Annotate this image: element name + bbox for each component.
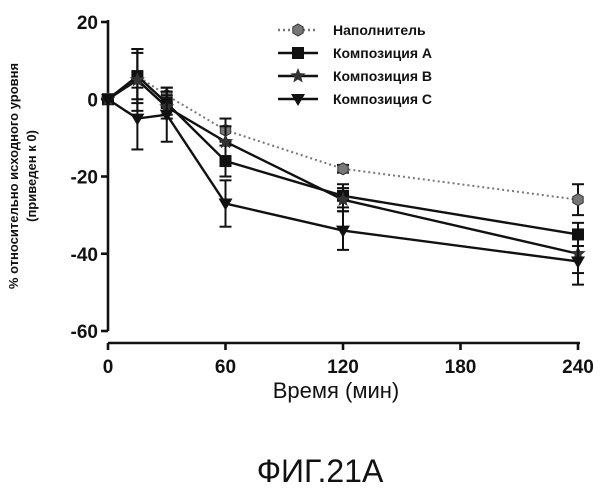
x-tick-label: 60: [215, 357, 236, 378]
x-tick-label: 120: [327, 357, 359, 378]
y-axis-label-line: (приведен к 0): [24, 130, 39, 222]
legend-item: Композиция C: [278, 91, 432, 107]
data-point: [571, 256, 585, 268]
y-tick-label: 0: [87, 90, 98, 111]
data-point: [338, 163, 348, 175]
legend-marker: [292, 47, 304, 59]
figure-caption: ФИГ.21А: [257, 453, 384, 489]
y-axis-label: % относительно исходного уровня(приведен…: [6, 63, 39, 289]
legend-item: Композиция B: [278, 68, 432, 84]
legend: Наполнитель Композиция A Композиция B Компо…: [278, 22, 432, 107]
y-tick-label: -60: [71, 322, 98, 343]
data-point: [573, 194, 583, 206]
y-tick-label: -20: [71, 168, 98, 189]
x-tick-label: 180: [445, 357, 477, 378]
x-axis-label: Время (мин): [273, 378, 400, 403]
y-tick-label: 20: [77, 13, 98, 34]
x-tick-label: 240: [562, 357, 594, 378]
legend-marker: [290, 68, 305, 82]
data-point: [130, 114, 144, 126]
y-axis-label-line: % относительно исходного уровня: [6, 63, 21, 289]
legend-item: Наполнитель: [278, 22, 426, 38]
legend-label: Композиция C: [333, 91, 432, 107]
legend-label: Композиция A: [333, 45, 432, 61]
legend-item: Композиция A: [278, 45, 432, 61]
legend-marker: [293, 24, 303, 36]
legend-label: Наполнитель: [333, 22, 426, 38]
x-tick-label: 0: [103, 357, 114, 378]
series: [100, 49, 585, 285]
y-tick-label: -40: [71, 245, 98, 266]
legend-label: Композиция B: [333, 68, 432, 84]
